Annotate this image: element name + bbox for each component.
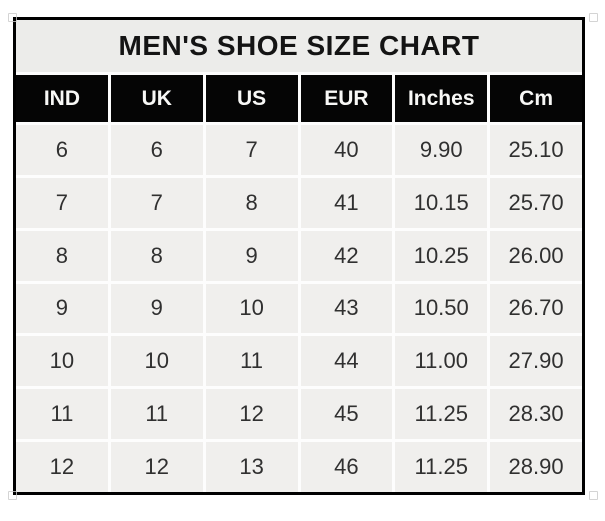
table-cell: 26.70 [490, 283, 582, 334]
shoe-size-chart: MEN'S SHOE SIZE CHART IND UK US EUR Inch… [13, 17, 585, 495]
table-cell: 43 [300, 283, 393, 334]
table-cell: 46 [300, 442, 393, 492]
table-cell: 45 [300, 389, 393, 440]
column-header-uk: UK [110, 75, 203, 122]
column-header-ind: IND [16, 75, 108, 122]
table-cell: 13 [205, 442, 298, 492]
table-cell: 10 [110, 336, 203, 387]
corner-handle-mark [589, 491, 598, 500]
corner-handle-mark [589, 13, 598, 22]
table-cell: 27.90 [490, 336, 582, 387]
table-cell: 10.15 [395, 177, 488, 228]
table-cell: 41 [300, 177, 393, 228]
table-cell: 10.25 [395, 230, 488, 281]
table-cell: 12 [16, 442, 108, 492]
column-header-cm: Cm [490, 75, 582, 122]
table-cell: 10 [16, 336, 108, 387]
table-cell: 12 [110, 442, 203, 492]
table-cell: 6 [16, 125, 108, 175]
shoe-size-table: MEN'S SHOE SIZE CHART IND UK US EUR Inch… [16, 20, 582, 492]
table-cell: 7 [16, 177, 108, 228]
table-cell: 11.00 [395, 336, 488, 387]
table-cell: 10 [205, 283, 298, 334]
column-header-eur: EUR [300, 75, 393, 122]
table-cell: 42 [300, 230, 393, 281]
table-cell: 8 [205, 177, 298, 228]
table-cell: 11 [16, 389, 108, 440]
table-cell: 8 [110, 230, 203, 281]
table-cell: 12 [205, 389, 298, 440]
table-cell: 6 [110, 125, 203, 175]
corner-handle-mark [8, 13, 17, 22]
table-cell: 28.90 [490, 442, 582, 492]
corner-handle-mark [8, 491, 17, 500]
table-cell: 9.90 [395, 125, 488, 175]
table-cell: 11 [110, 389, 203, 440]
table-cell: 25.10 [490, 125, 582, 175]
table-cell: 9 [16, 283, 108, 334]
table-cell: 11 [205, 336, 298, 387]
table-cell: 28.30 [490, 389, 582, 440]
table-cell: 10.50 [395, 283, 488, 334]
table-cell: 25.70 [490, 177, 582, 228]
table-cell: 44 [300, 336, 393, 387]
table-cell: 9 [205, 230, 298, 281]
column-header-inches: Inches [395, 75, 488, 122]
chart-title: MEN'S SHOE SIZE CHART [16, 20, 582, 72]
table-cell: 8 [16, 230, 108, 281]
table-cell: 26.00 [490, 230, 582, 281]
table-cell: 7 [110, 177, 203, 228]
table-cell: 9 [110, 283, 203, 334]
table-cell: 40 [300, 125, 393, 175]
table-cell: 11.25 [395, 389, 488, 440]
table-cell: 11.25 [395, 442, 488, 492]
column-header-us: US [205, 75, 298, 122]
table-cell: 7 [205, 125, 298, 175]
